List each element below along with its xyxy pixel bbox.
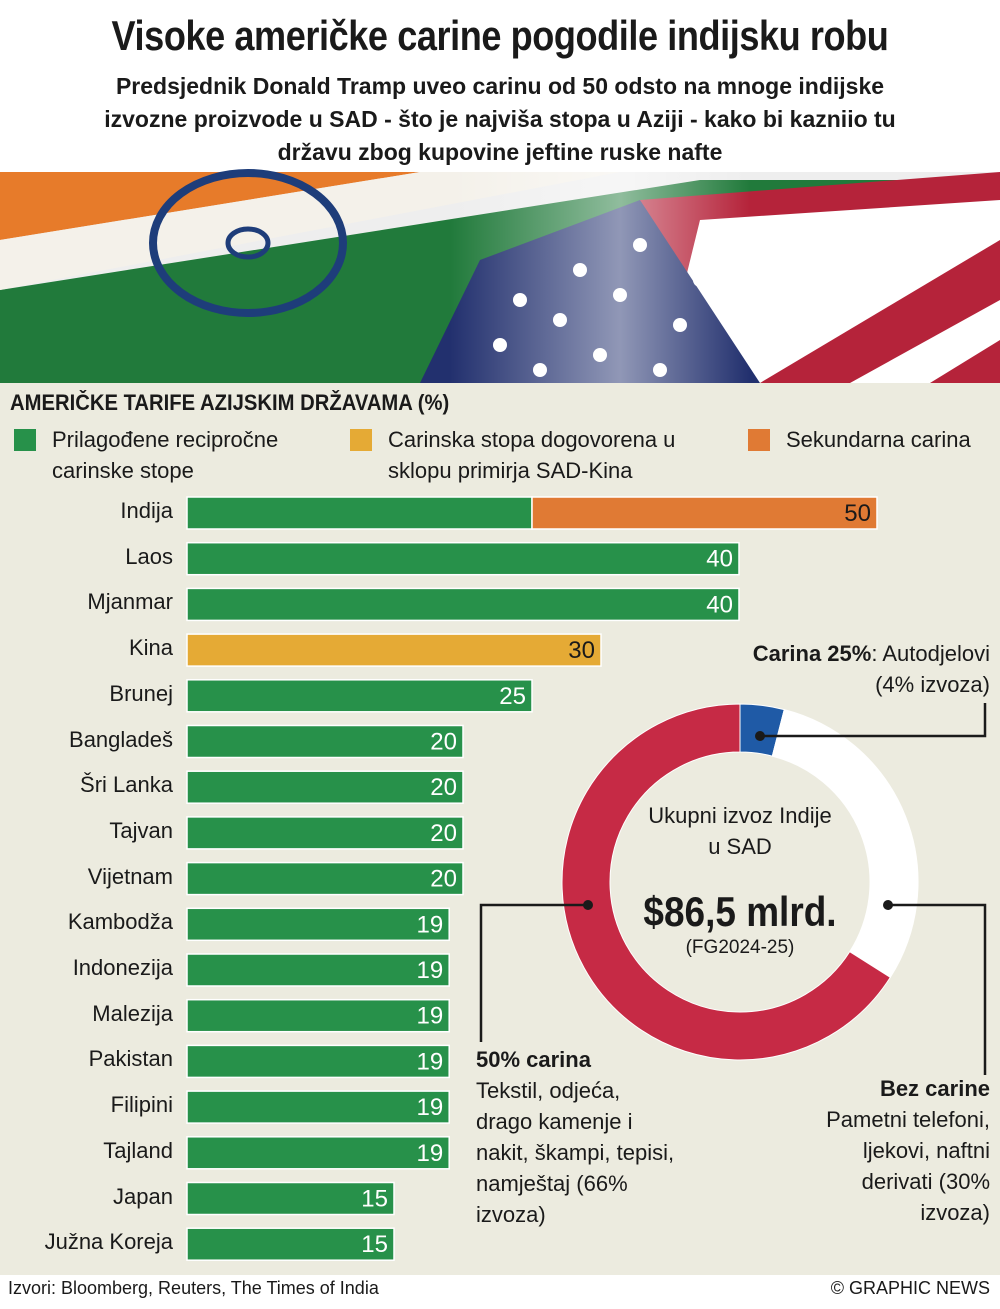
title: Visoke američke carine pogodile indijsku… [111,12,889,59]
category-label: Šri Lanka [80,772,173,798]
value-label: 15 [361,1231,388,1258]
slice-annotation: Carina 25%: Autodjelovi (4% izvoza) [752,641,990,697]
category-label: Južna Koreja [44,1229,173,1255]
slice-annotation: Bez carine Pametni telefoni, ljekovi, naf… [820,1073,990,1228]
slice-value-label: (30% izvoza) [920,1169,990,1225]
category-label: Pakistan [88,1046,173,1072]
bar-segment [186,587,740,622]
slice-annotation: 50% carina Tekstil, odjeća, drago kamenje… [476,1044,676,1230]
source: Izvori: Bloomberg, Reuters, The Times of… [8,1278,379,1298]
bar-segment [186,1044,450,1079]
bar-segment [186,1090,450,1124]
bar-segment [186,1227,395,1261]
category-label: Bangladeš [69,726,173,752]
bar-segment [186,541,740,576]
value-label: 25 [499,683,526,710]
value-label: 19 [416,1048,443,1075]
value-label: 19 [416,957,443,984]
category-label: Indonezija [72,955,173,980]
flag-banner [0,169,1000,383]
category-label: Vijetnam [87,863,173,889]
value-label: 20 [430,729,457,756]
value-label: 15 [361,1186,388,1213]
category-label: Kambodža [67,909,173,935]
chart-background [0,383,1000,1275]
donut-slice [771,708,919,979]
slice-description: Pametni telefoni, ljekovi, naftni deriva… [826,1107,990,1194]
legend-swatch [14,429,36,451]
category-label: Laos [125,543,173,569]
bar-segment [186,633,602,667]
category-label: Mjanmar [87,589,173,615]
legend-label: Sekundarna carina [786,427,971,452]
callout-dots [583,731,893,910]
value-label: 19 [416,1140,443,1167]
value-label: 20 [430,774,457,801]
bar-segment [186,1136,450,1170]
value-label: 50 [844,500,871,527]
value-label: 19 [416,1094,443,1121]
category-label: Tajland [103,1137,173,1163]
legend-swatch [748,429,770,451]
bar-segment [531,496,878,530]
value-label: 40 [706,546,733,573]
bar-segment [186,907,450,942]
slice-description: Tekstil, odjeća, drago kamenje i nakit, … [476,1078,675,1196]
slice-name: 50% carina [476,1047,591,1072]
bar-segment [186,1181,395,1216]
donut-center-label: Ukupni izvoz Indije u SAD [648,803,832,859]
category-label: Brunej [109,680,173,706]
slice-value-label: (4% izvoza) [875,672,990,697]
bar-segment [186,724,464,759]
category-label: Indija [120,498,173,523]
bar-segment [186,679,533,713]
donut-slice [561,703,891,1061]
category-label: Kina [128,635,173,661]
bar-segment [186,816,464,850]
legend-label: Prilagođene recipročne carinske stope [52,427,279,483]
slice-name: Carina 25% [752,641,872,666]
bar-segment [186,953,450,987]
value-label: 20 [430,866,457,893]
value-label: 19 [416,911,443,938]
subtitle: Predsjednik Donald Tramp uveo carinu od … [104,73,896,165]
value-label: 19 [416,1003,443,1030]
callout-lines [479,703,987,1075]
slice-name: Bez carine [879,1076,990,1101]
bar-chart: 50 40 40 30 25 20 20 20 20 19 19 19 19 19 19 15 15 [186,496,878,1261]
donut-chart [561,703,919,1061]
category-label: Malezija [92,1000,173,1026]
bar-segment [186,770,464,804]
chart-title: AMERIČKE TARIFE AZIJSKIM DRŽAVAMA (%) [10,390,450,415]
donut-center-note: (FG2024-25) [685,937,795,958]
category-label: Japan [113,1183,173,1209]
value-label: 30 [568,637,595,664]
category-label: Tajvan [109,817,173,843]
bar-segment [186,496,533,530]
value-label: 40 [706,591,733,618]
donut-center-value: $86,5 mlrd. [643,888,837,935]
slice-description: Autodjelovi [882,641,990,666]
bar-segment [186,861,464,896]
legend-swatch [350,429,372,451]
bar-segment [186,998,450,1033]
value-label: 20 [430,820,457,847]
category-label: Filipini [110,1092,173,1118]
legend-label: Carinska stopa dogovorena u sklopu primi… [388,427,676,483]
slice-value-label: (66% izvoza) [476,1171,628,1227]
credit: © GRAPHIC NEWS [830,1278,990,1298]
